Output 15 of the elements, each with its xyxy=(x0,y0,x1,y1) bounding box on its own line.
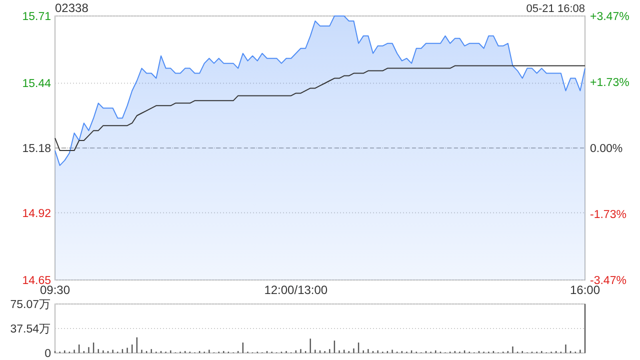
y2-tick-label: 0.00% xyxy=(590,143,623,155)
y-tick-label: 14.92 xyxy=(22,208,51,220)
chart-title: 02338 xyxy=(55,1,89,15)
y-tick-label: 0 xyxy=(44,348,51,360)
y-tick-label: 37.54万 xyxy=(10,322,51,336)
x-tick-label: 12:00/13:00 xyxy=(264,283,328,297)
y-tick-label: 15.18 xyxy=(22,143,51,155)
y2-tick-label: +3.47% xyxy=(590,11,630,23)
y-tick-label: 15.44 xyxy=(22,78,52,90)
line-series xyxy=(54,65,586,151)
text: 05-21 16:08 xyxy=(526,3,585,15)
y2-tick-label: -1.73% xyxy=(590,208,626,221)
y-tick-label: 15.71 xyxy=(22,11,51,23)
y2-tick-label: +1.73% xyxy=(590,77,630,90)
y-tick-label: 75.07万 xyxy=(10,298,51,311)
